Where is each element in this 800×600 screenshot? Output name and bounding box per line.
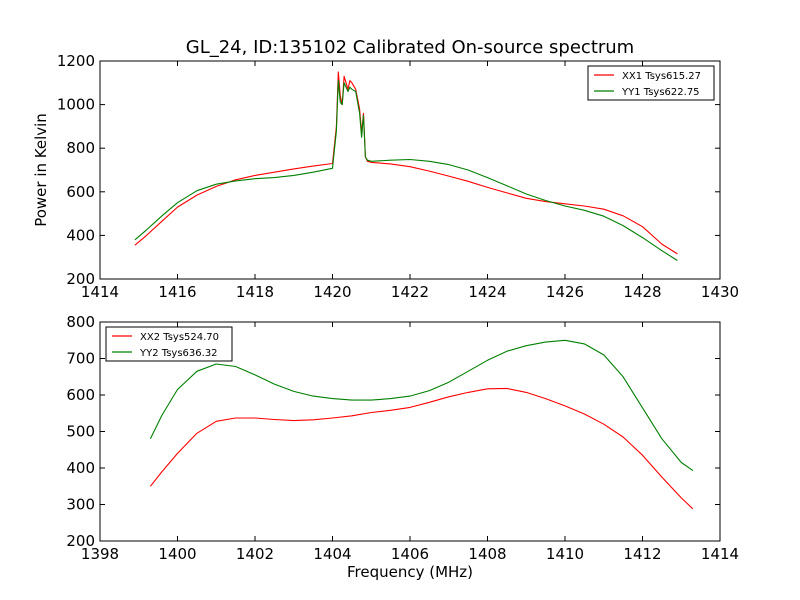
x-tick-label: 1408: [468, 545, 506, 563]
x-axis-label: Frequency (MHz): [347, 563, 473, 581]
y-axis-label: Power in Kelvin: [32, 113, 50, 227]
y-tick-label: 600: [66, 386, 95, 404]
plot-frame: [99, 60, 721, 280]
x-tick-label: 1414: [701, 545, 739, 563]
x-tick-label: 1418: [236, 283, 274, 301]
y-tick-label: 600: [66, 183, 95, 201]
legend-label: YY2 Tsys636.32: [139, 348, 218, 359]
legend-label: XX1 Tsys615.27: [622, 71, 701, 82]
legend-box: [105, 326, 233, 362]
x-tick-label: 1400: [158, 545, 196, 563]
y-tick-label: 500: [66, 423, 95, 441]
y-tick-label: 400: [66, 226, 95, 244]
x-tick-label: 1412: [623, 545, 661, 563]
y-tick-label: 1000: [57, 96, 95, 114]
x-tick-label: 1416: [158, 283, 196, 301]
y-tick-label: 800: [66, 313, 95, 331]
x-tick-label: 1424: [468, 283, 506, 301]
x-tick-label: 1414: [81, 283, 119, 301]
legend-label: XX2 Tsys524.70: [140, 332, 219, 343]
series-line-xx1: [134, 71, 678, 255]
top-panel: 1414 1416 1418 1420 1422 1424 1426 1428 1430 200 4…: [32, 52, 739, 301]
x-tick-label: 1422: [391, 283, 429, 301]
x-tick-label: 1406: [391, 545, 429, 563]
y-tick-label: 300: [66, 496, 95, 514]
chart-title: GL_24, ID:135102 Calibrated On-source sp…: [186, 37, 634, 58]
series-line-yy1: [134, 80, 678, 261]
series-line-yy2: [149, 339, 694, 472]
x-tick-label: 1428: [623, 283, 661, 301]
x-tick-label: 1426: [546, 283, 584, 301]
y-tick-label: 1200: [57, 52, 95, 70]
y-tick-label: 200: [66, 270, 95, 288]
x-tick-label: 1410: [546, 545, 584, 563]
x-tick-label: 1430: [701, 283, 739, 301]
legend-box: [587, 65, 715, 101]
y-tick-label: 700: [66, 350, 95, 368]
series-line-xx2: [149, 387, 694, 510]
x-tick-label: 1420: [313, 283, 351, 301]
x-tick-label: 1398: [81, 545, 119, 563]
bottom-panel: 1398 1400 1402 1404 1406 1408 1410 1412 1414 200 3…: [66, 313, 739, 563]
y-tick-label: 400: [66, 459, 95, 477]
x-tick-label: 1404: [313, 545, 351, 563]
y-tick-label: 200: [66, 532, 95, 550]
legend-label: YY1 Tsys622.75: [621, 87, 700, 98]
plot-frame: [99, 321, 721, 542]
y-tick-label: 800: [66, 139, 95, 157]
x-tick-label: 1402: [236, 545, 274, 563]
